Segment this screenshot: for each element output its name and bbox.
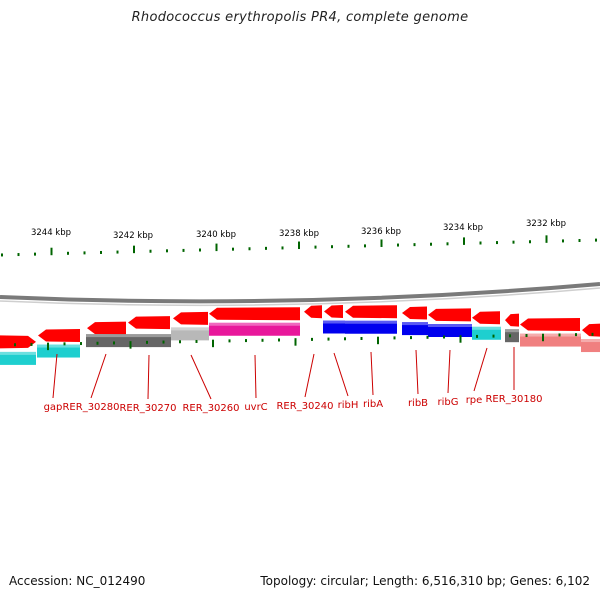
gene-leader-line	[147, 354, 150, 400]
cds-arrow	[128, 316, 170, 330]
cds-arrow-row	[0, 305, 600, 349]
feature-blue	[345, 320, 397, 334]
gene-leader-line	[90, 353, 107, 399]
kbp-label: 3244 kbp	[31, 228, 71, 238]
cds-arrow	[0, 335, 36, 349]
kbp-label: 3238 kbp	[279, 229, 319, 239]
gene-label-row: gap RER_30280 RER_30270 RER_30260 uvrC RER_30…	[44, 347, 543, 414]
kbp-label: 3242 kbp	[113, 231, 153, 241]
gene-leader-line	[254, 354, 257, 399]
gene-label: gap	[44, 402, 63, 413]
gene-label: RER_30240	[276, 401, 333, 412]
cds-arrow	[402, 306, 427, 320]
feature-light-grey	[171, 327, 209, 341]
feature-dark-grey-highlight	[86, 334, 171, 338]
cds-arrow	[38, 328, 80, 342]
gene-leader-line	[304, 353, 315, 398]
feature-blue-highlight	[428, 324, 472, 327]
genome-summary-text: Topology: circular; Length: 6,516,310 bp…	[260, 574, 590, 588]
gene-leader-line	[52, 353, 58, 399]
kbp-tick-row	[1, 235, 597, 257]
feature-cyan-highlight	[472, 326, 501, 330]
feature-blue	[402, 322, 428, 336]
gene-leader-line	[333, 352, 349, 397]
gene-label: uvrC	[244, 402, 267, 413]
feature-blue-highlight	[402, 322, 428, 326]
feature-dark-grey-highlight	[505, 329, 519, 333]
kbp-label: 3240 kbp	[196, 230, 236, 240]
cds-arrow	[582, 323, 600, 337]
cds-arrow	[209, 307, 300, 321]
kbp-label: 3234 kbp	[443, 223, 483, 233]
gene-label: ribA	[363, 399, 383, 410]
accession-text: Accession: NC_012490	[9, 574, 146, 588]
cds-arrow	[304, 305, 322, 319]
backbone-arc-inner	[0, 287, 600, 307]
kbp-label: 3232 kbp	[526, 219, 566, 229]
feature-light-grey-highlight	[171, 327, 209, 331]
cds-arrow	[505, 313, 519, 327]
feature-blue-highlight	[323, 320, 345, 324]
cds-arrow	[324, 305, 343, 319]
feature-dark-grey	[86, 334, 171, 348]
gene-leader-line	[473, 347, 488, 392]
backbone-arc-outer	[0, 282, 600, 304]
feature-cyan	[0, 351, 36, 365]
feature-pink	[520, 333, 581, 347]
feature-pink-highlight	[581, 339, 600, 343]
feature-magenta	[209, 322, 300, 336]
feature-cyan-highlight	[0, 351, 36, 355]
gene-label: RER_30260	[182, 403, 239, 414]
gene-leader-line	[415, 349, 419, 395]
gene-leader-line	[190, 354, 212, 400]
map-title: Rhodococcus erythropolis PR4, complete g…	[131, 10, 469, 25]
kbp-label: 3236 kbp	[361, 227, 401, 237]
cds-arrow	[87, 321, 126, 335]
feature-pink-highlight	[520, 333, 581, 337]
feature-blue	[323, 320, 345, 334]
gene-leader-line	[370, 351, 374, 396]
gene-label: rpe	[466, 395, 483, 406]
gene-label: ribH	[338, 400, 359, 411]
feature-dark-grey	[505, 329, 519, 343]
feature-magenta-highlight	[209, 322, 300, 326]
gene-label: RER_30280	[62, 402, 119, 413]
feature-blue-highlight	[345, 320, 397, 324]
gene-label: ribG	[438, 397, 459, 408]
gene-label: ribB	[408, 398, 428, 409]
cds-arrow	[428, 308, 471, 322]
feature-pink	[581, 339, 600, 353]
feature-blue	[428, 324, 472, 337]
cds-arrow	[472, 311, 500, 325]
lower-tick-row	[14, 332, 594, 351]
gene-label: RER_30180	[485, 394, 542, 405]
cds-arrow	[520, 318, 580, 331]
feature-cyan-highlight	[37, 344, 80, 348]
gene-label: RER_30270	[119, 403, 176, 414]
gene-leader-line	[447, 349, 451, 394]
cds-arrow	[345, 305, 397, 319]
cds-arrow	[173, 311, 208, 325]
kbp-label-row: 3244 kbp 3242 kbp 3240 kbp 3238 kbp 3236 kbp…	[31, 219, 566, 241]
